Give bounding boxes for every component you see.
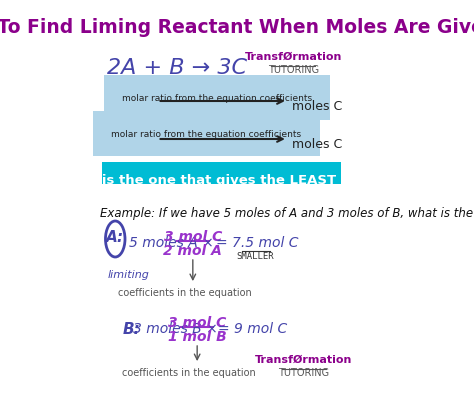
Text: moles A: moles A	[119, 100, 170, 113]
Text: molar ratio from the equation coefficients: molar ratio from the equation coefficien…	[111, 130, 301, 139]
Text: 3 moles B ×: 3 moles B ×	[133, 321, 218, 335]
Text: molar ratio from the equation coefficients: molar ratio from the equation coefficien…	[122, 94, 312, 103]
Text: moles C: moles C	[292, 100, 342, 113]
Text: 3 mol C: 3 mol C	[164, 230, 222, 243]
Text: 2A + B → 3C: 2A + B → 3C	[107, 58, 246, 78]
Text: Example: If we have 5 moles of A and 3 moles of B, what is the limiting reactant: Example: If we have 5 moles of A and 3 m…	[100, 206, 474, 219]
Text: How To Find Liming Reactant When Moles Are Given: How To Find Liming Reactant When Moles A…	[0, 18, 474, 37]
Text: SMALLER: SMALLER	[237, 252, 274, 260]
Text: = 7.5 mol C: = 7.5 mol C	[216, 235, 299, 249]
Text: TransfØrmation: TransfØrmation	[245, 52, 342, 62]
Text: B:: B:	[122, 321, 140, 336]
Text: 1 mol B: 1 mol B	[168, 329, 227, 343]
Text: coefficients in the equation: coefficients in the equation	[118, 287, 252, 297]
Text: 3 mol C: 3 mol C	[168, 315, 226, 329]
Text: Limiting reactant is the one that gives the LEAST moles of product!: Limiting reactant is the one that gives …	[0, 173, 474, 187]
Text: 2 mol A: 2 mol A	[164, 243, 222, 257]
Text: coefficients in the equation: coefficients in the equation	[122, 367, 256, 377]
Text: = 9 mol C: = 9 mol C	[219, 321, 288, 335]
Text: 5 moles A ×: 5 moles A ×	[129, 235, 214, 249]
Text: TransfØrmation: TransfØrmation	[255, 354, 353, 364]
Text: moles C: moles C	[292, 138, 342, 151]
Text: A:: A:	[106, 230, 124, 245]
Text: TUTORING: TUTORING	[268, 65, 319, 75]
Text: TUTORING: TUTORING	[279, 367, 329, 377]
FancyBboxPatch shape	[102, 163, 341, 185]
Text: limiting: limiting	[108, 269, 149, 279]
Text: moles B: moles B	[119, 138, 170, 151]
